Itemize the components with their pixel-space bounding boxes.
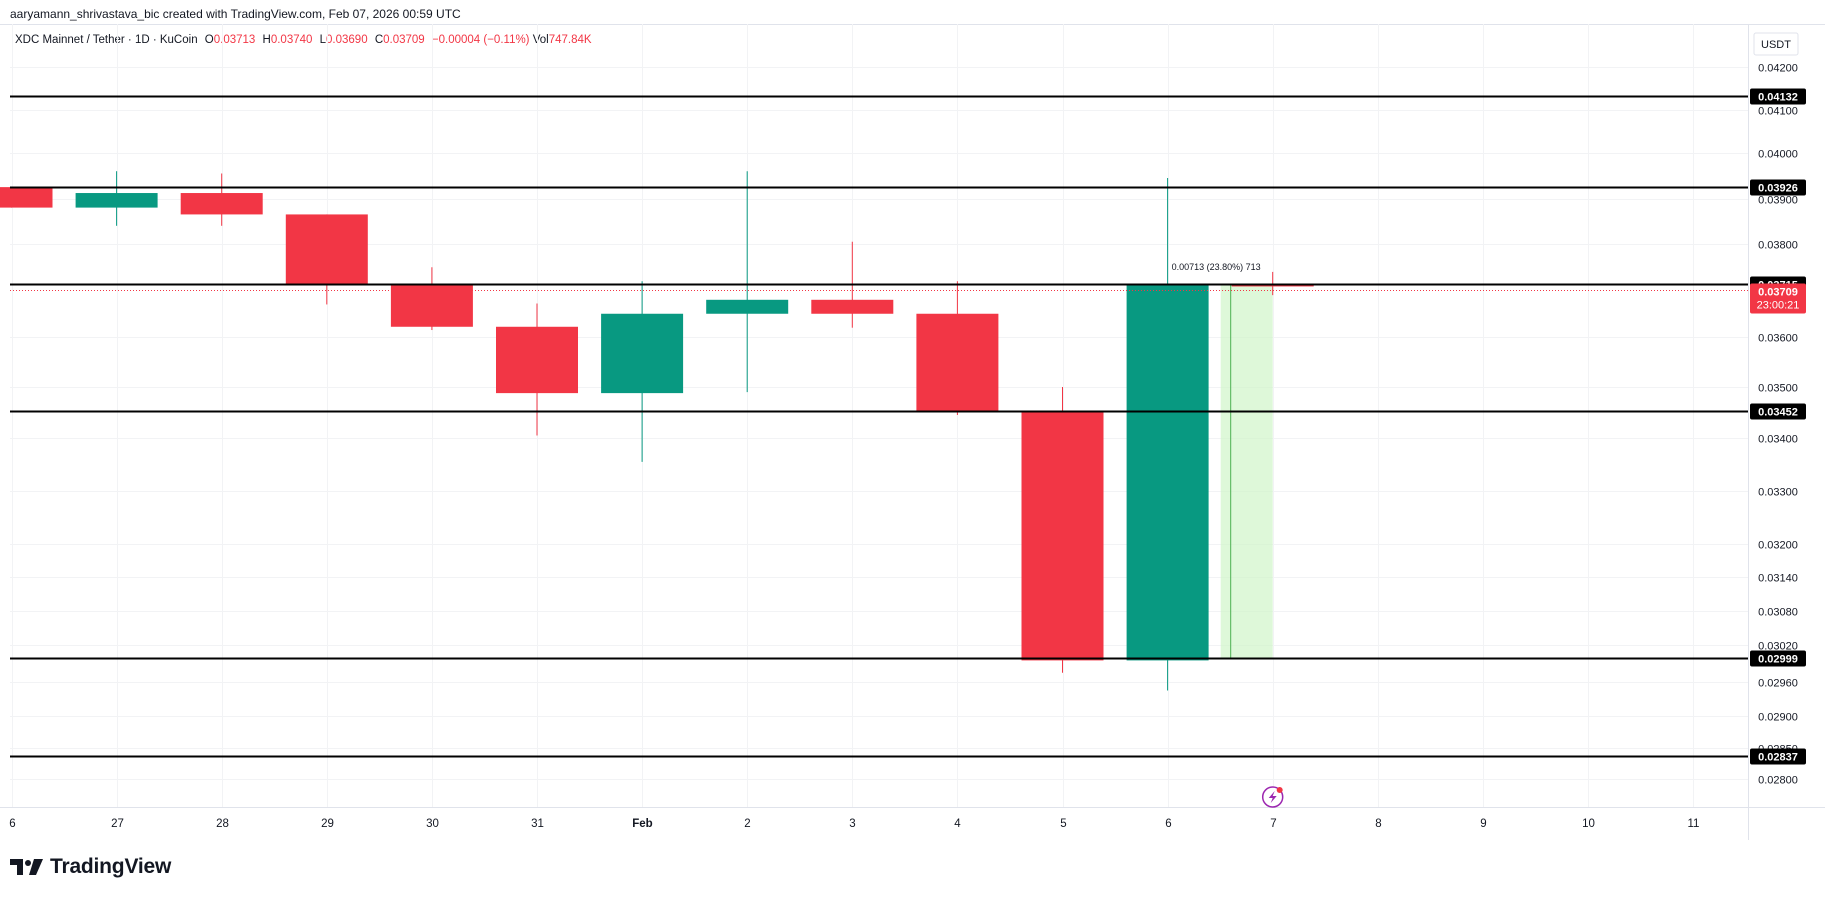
candle-body	[0, 187, 53, 208]
candle-body	[1021, 411, 1104, 661]
price-tick-label: 0.02900	[1758, 712, 1798, 724]
open-value: 0.03713	[213, 34, 256, 46]
price-tick-label: 0.03020	[1758, 641, 1798, 653]
level-price-label: 0.03452	[1758, 407, 1798, 419]
time-tick-label: 11	[1688, 818, 1700, 830]
tradingview-logo-icon	[10, 859, 43, 875]
high-label: H	[262, 34, 271, 46]
candle-body	[285, 214, 368, 284]
time-tick-label: 5	[1060, 818, 1066, 830]
time-tick-label: 9	[1480, 818, 1486, 830]
level-price-tag	[1750, 748, 1806, 765]
chart-credit: aaryamann_shrivastava_bic created with T…	[10, 7, 461, 21]
time-tick-label: 8	[1375, 818, 1381, 830]
time-tick-label: 31	[531, 818, 544, 830]
price-tick-label: 0.03500	[1758, 383, 1798, 395]
change-value: −0.00004 (−0.11%)	[431, 34, 530, 46]
time-tick-label: 30	[426, 818, 439, 830]
symbol-legend[interactable]: XDC Mainnet / Tether · 1D · KuCoin O0.03…	[15, 34, 592, 46]
price-tick-label: 0.04000	[1758, 149, 1798, 161]
current-price-label: 0.03709	[1758, 287, 1798, 299]
time-tick-label: 10	[1582, 818, 1595, 830]
high-value: 0.03740	[270, 34, 313, 46]
time-tick-label: 3	[849, 818, 855, 830]
time-tick-label: Feb	[632, 818, 652, 830]
time-tick-label: 27	[111, 818, 124, 830]
time-tick-label: 4	[954, 818, 961, 830]
level-price-tag	[1750, 179, 1806, 196]
level-price-label: 0.02999	[1758, 654, 1798, 666]
candle-body	[1126, 284, 1209, 661]
candle-body	[496, 326, 578, 394]
measure-label: 0.00713 (23.80%) 713	[1172, 262, 1261, 272]
volume-value: 747.84K	[548, 34, 592, 46]
candle-body	[916, 313, 999, 412]
time-tick-label: 28	[216, 818, 229, 830]
lightning-icon	[1268, 791, 1277, 803]
price-tick-label: 0.02800	[1758, 775, 1798, 787]
notification-dot-icon	[1276, 787, 1283, 793]
candle-body	[601, 313, 684, 394]
price-tick-label: 0.03600	[1758, 333, 1798, 345]
volume-label: Vol	[532, 34, 549, 46]
price-tick-label: 0.03800	[1758, 240, 1798, 252]
level-price-label: 0.02837	[1758, 752, 1798, 764]
close-value: 0.03709	[383, 34, 425, 46]
price-tick-label: 0.03140	[1758, 573, 1798, 585]
candle-body	[75, 193, 158, 208]
time-tick-label: 29	[321, 818, 334, 830]
price-tick-label: 0.02960	[1758, 678, 1798, 690]
level-price-tag	[1750, 88, 1806, 105]
level-price-tag	[1750, 403, 1806, 420]
price-tick-label: 0.04200	[1758, 63, 1798, 75]
level-price-tag	[1750, 650, 1806, 667]
measure-range-box	[1220, 284, 1273, 658]
countdown-label: 23:00:21	[1757, 300, 1800, 312]
price-chart[interactable]: 0.04200 0.04100 0.04000 0.03900 0.03800 0.036…	[0, 0, 1825, 840]
level-price-label: 0.03926	[1758, 183, 1798, 195]
level-price-label: 0.04132	[1758, 92, 1798, 104]
brand-name: TradingView	[50, 855, 172, 878]
currency-box	[1753, 32, 1799, 56]
open-label: O	[204, 34, 214, 46]
time-tick-label: 2	[744, 818, 750, 830]
time-tick-label: 7	[1270, 818, 1276, 830]
candle-body	[390, 283, 473, 327]
current-price-tag	[1750, 283, 1806, 314]
price-tick-label: 0.03300	[1758, 487, 1798, 499]
price-tick-label: 0.03400	[1758, 434, 1798, 446]
candle-body	[706, 299, 789, 314]
price-tick-label: 0.03200	[1758, 540, 1798, 552]
currency-label: USDT	[1761, 39, 1791, 51]
price-tick-label: 0.04100	[1758, 106, 1798, 118]
time-tick-label: 6	[9, 818, 15, 830]
low-value: 0.03690	[326, 34, 368, 46]
tradingview-brand[interactable]: TradingView	[10, 855, 171, 879]
candle-body	[811, 299, 894, 314]
symbol-name[interactable]: XDC Mainnet / Tether · 1D · KuCoin	[15, 34, 198, 46]
close-label: C	[374, 34, 384, 46]
price-tick-label: 0.03900	[1758, 195, 1798, 207]
low-label: L	[319, 34, 327, 46]
candle-body	[180, 193, 263, 215]
time-tick-label: 6	[1165, 818, 1171, 830]
price-tick-label: 0.03080	[1758, 607, 1798, 619]
